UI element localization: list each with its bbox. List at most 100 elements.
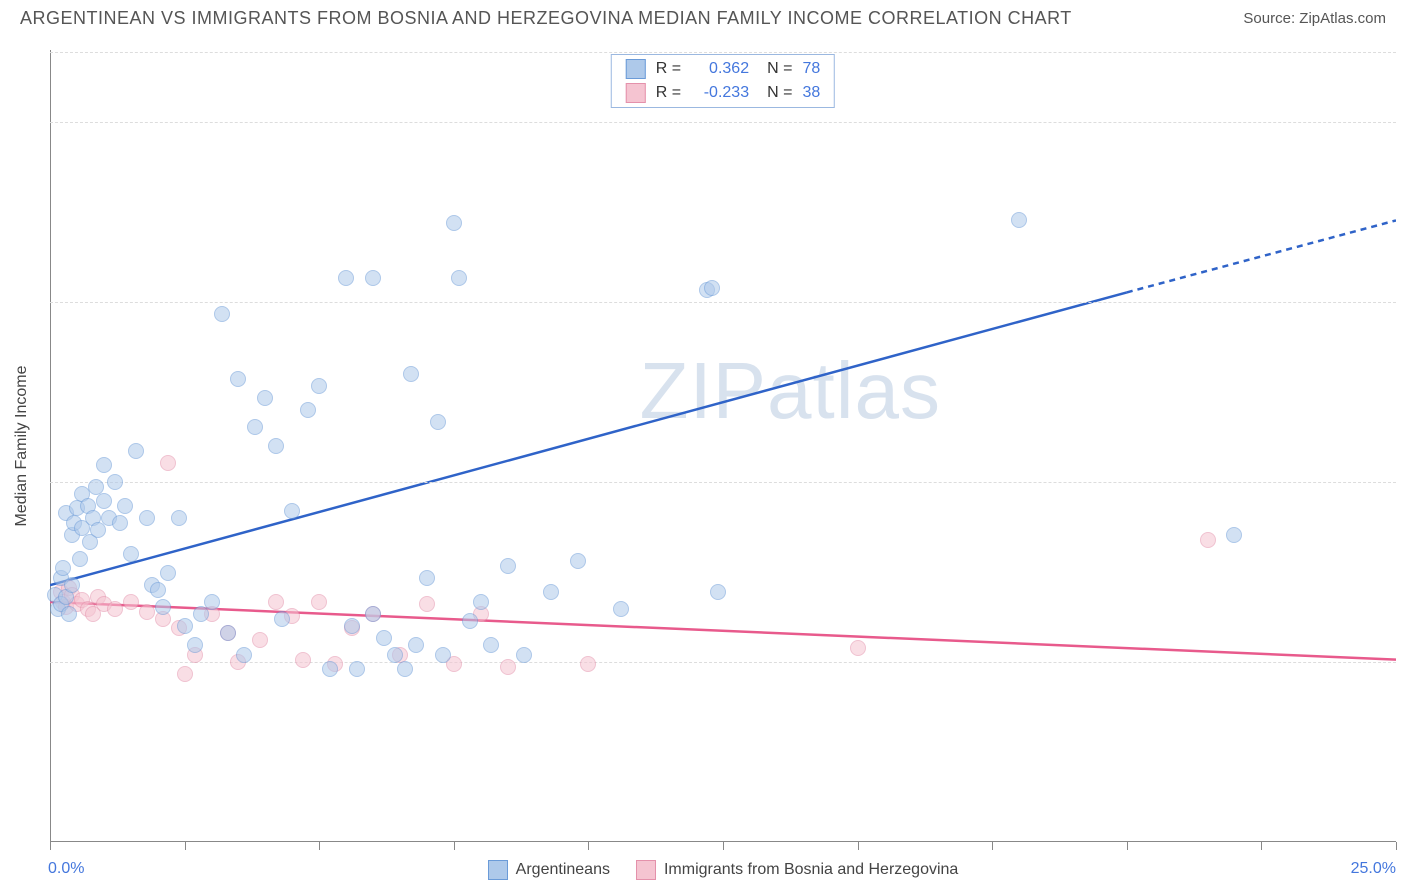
gridline [50,482,1396,483]
x-tick [319,842,320,850]
r-value-argentinean: 0.362 [691,60,749,78]
marker-argentinean [155,599,171,615]
marker-argentinean [139,510,155,526]
marker-argentinean [171,510,187,526]
series-legend: Argentineans Immigrants from Bosnia and … [50,860,1396,880]
marker-argentinean [187,637,203,653]
marker-argentinean [435,647,451,663]
marker-argentinean [704,280,720,296]
marker-argentinean [96,457,112,473]
plot-region: ZIPatlas R = 0.362 N = 78 R = -0.233 N =… [50,50,1396,842]
marker-argentinean [61,606,77,622]
gridline [50,302,1396,303]
marker-argentinean [613,601,629,617]
marker-argentinean [516,647,532,663]
legend-label-bosnia: Immigrants from Bosnia and Herzegovina [664,861,958,879]
marker-bosnia [139,604,155,620]
x-tick [454,842,455,850]
marker-argentinean [430,414,446,430]
swatch-bosnia [626,83,646,103]
marker-argentinean [710,584,726,600]
marker-bosnia [123,594,139,610]
x-tick-right: 25.0% [1351,860,1396,878]
marker-argentinean [284,503,300,519]
legend-row-bosnia: R = -0.233 N = 38 [612,81,834,105]
marker-argentinean [1011,212,1027,228]
marker-argentinean [257,390,273,406]
n-value-argentinean: 78 [802,60,820,78]
marker-argentinean [220,625,236,641]
n-value-bosnia: 38 [802,84,820,102]
swatch-argentinean-icon [488,860,508,880]
r-label: R = [656,60,681,78]
marker-bosnia [580,656,596,672]
x-tick [50,842,51,850]
marker-bosnia [295,652,311,668]
marker-bosnia [252,632,268,648]
marker-argentinean [214,306,230,322]
marker-argentinean [160,565,176,581]
watermark: ZIPatlas [640,345,941,437]
swatch-argentinean [626,59,646,79]
chart-title: ARGENTINEAN VS IMMIGRANTS FROM BOSNIA AN… [20,8,1072,29]
marker-argentinean [419,570,435,586]
n-label: N = [767,84,792,102]
x-tick-left: 0.0% [48,860,84,878]
marker-argentinean [177,618,193,634]
gridline [50,52,1396,53]
marker-bosnia [500,659,516,675]
marker-argentinean [473,594,489,610]
marker-argentinean [96,493,112,509]
marker-bosnia [419,596,435,612]
n-label: N = [767,60,792,78]
marker-bosnia [160,455,176,471]
r-label: R = [656,84,681,102]
marker-argentinean [112,515,128,531]
marker-argentinean [397,661,413,677]
chart-area: Median Family Income ZIPatlas R = 0.362 … [50,50,1396,842]
legend-row-argentinean: R = 0.362 N = 78 [612,57,834,81]
marker-argentinean [462,613,478,629]
trend-lines [50,50,1396,842]
r-value-bosnia: -0.233 [691,84,749,102]
marker-argentinean [247,419,263,435]
correlation-legend: R = 0.362 N = 78 R = -0.233 N = 38 [611,54,835,108]
marker-argentinean [311,378,327,394]
marker-bosnia [1200,532,1216,548]
marker-argentinean [117,498,133,514]
marker-bosnia [850,640,866,656]
marker-argentinean [150,582,166,598]
legend-label-argentinean: Argentineans [516,861,610,879]
marker-argentinean [204,594,220,610]
marker-argentinean [55,560,71,576]
gridline [50,122,1396,123]
gridline [50,662,1396,663]
marker-argentinean [322,661,338,677]
x-tick [858,842,859,850]
marker-argentinean [570,553,586,569]
marker-argentinean [451,270,467,286]
marker-argentinean [300,402,316,418]
marker-argentinean [408,637,424,653]
marker-argentinean [365,606,381,622]
marker-argentinean [446,215,462,231]
x-tick [723,842,724,850]
marker-argentinean [128,443,144,459]
marker-argentinean [107,474,123,490]
x-tick [588,842,589,850]
marker-argentinean [543,584,559,600]
marker-argentinean [376,630,392,646]
marker-argentinean [403,366,419,382]
marker-argentinean [1226,527,1242,543]
source-label: Source: ZipAtlas.com [1243,10,1386,27]
y-axis-line [50,50,51,842]
marker-argentinean [344,618,360,634]
legend-item-bosnia: Immigrants from Bosnia and Herzegovina [636,860,958,880]
y-axis-label: Median Family Income [13,366,31,527]
legend-item-argentinean: Argentineans [488,860,610,880]
marker-bosnia [177,666,193,682]
marker-argentinean [274,611,290,627]
marker-bosnia [311,594,327,610]
x-tick [992,842,993,850]
x-tick [1261,842,1262,850]
